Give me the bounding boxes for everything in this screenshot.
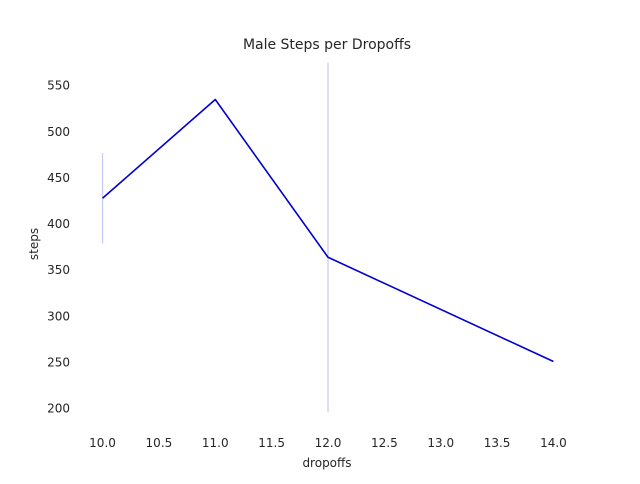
x-tick-label: 13.0 bbox=[427, 436, 454, 450]
y-tick-label: 350 bbox=[47, 263, 70, 277]
y-tick-label: 500 bbox=[47, 125, 70, 139]
y-tick-label: 200 bbox=[47, 402, 70, 416]
x-tick-label: 14.0 bbox=[540, 436, 567, 450]
x-tick-label: 11.0 bbox=[202, 436, 229, 450]
x-axis-ticks: 10.0 10.5 11.0 11.5 12.0 12.5 13.0 13.5 14.0 bbox=[89, 436, 567, 450]
y-tick-label: 300 bbox=[47, 309, 70, 323]
x-tick-label: 10.0 bbox=[89, 436, 116, 450]
y-tick-label: 400 bbox=[47, 217, 70, 231]
x-tick-label: 12.5 bbox=[371, 436, 398, 450]
x-axis-label: dropoffs bbox=[302, 456, 351, 470]
x-tick-label: 12.0 bbox=[315, 436, 342, 450]
x-tick-label: 13.5 bbox=[484, 436, 511, 450]
chart-title: Male Steps per Dropoffs bbox=[243, 37, 411, 53]
y-tick-label: 550 bbox=[47, 79, 70, 93]
x-tick-label: 11.5 bbox=[258, 436, 285, 450]
y-axis-label: steps bbox=[27, 228, 41, 260]
series-lines bbox=[102, 98, 554, 363]
y-axis-ticks: 200 250 300 350 400 450 500 550 bbox=[47, 79, 70, 416]
y-tick-label: 450 bbox=[47, 171, 70, 185]
series-line bbox=[102, 98, 554, 363]
y-tick-label: 250 bbox=[47, 355, 70, 369]
x-tick-label: 10.5 bbox=[146, 436, 173, 450]
error-bars bbox=[101, 62, 329, 413]
